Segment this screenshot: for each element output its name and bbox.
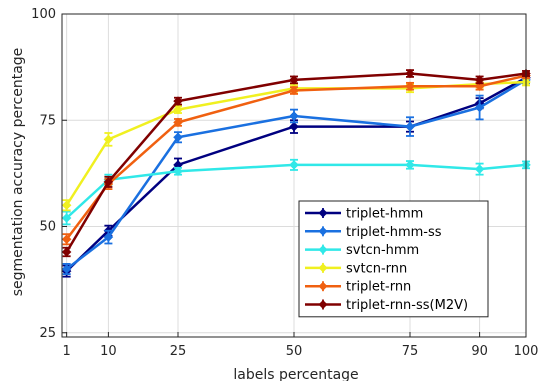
data-point — [474, 75, 485, 85]
x-tick-label: 90 — [471, 344, 488, 359]
legend-marker — [318, 226, 328, 236]
data-point — [173, 166, 183, 177]
x-tick-label: 50 — [286, 344, 303, 359]
series-triplet-rnn-ss(M2V) — [61, 68, 531, 258]
legend-item: svtcn-rnn — [305, 261, 407, 276]
legend-marker — [318, 245, 328, 255]
x-tick-label: 10 — [100, 344, 117, 359]
legend-box — [298, 200, 489, 318]
data-point — [474, 164, 485, 174]
data-point — [61, 200, 72, 211]
data-point — [289, 85, 299, 96]
data-point — [405, 121, 415, 132]
x-axis-title: labels percentage — [233, 367, 358, 381]
x-tick-label: 1 — [62, 344, 70, 359]
y-tick-label: 25 — [39, 326, 56, 341]
data-point — [289, 111, 299, 121]
x-tick-label: 75 — [402, 344, 419, 359]
data-point — [103, 134, 114, 145]
legend: triplet-hmm triplet-hmm-ss svtcn-hmm svtcn-… — [298, 200, 489, 318]
data-point — [61, 234, 72, 245]
legend-item: triplet-hmm — [305, 207, 423, 222]
data-point — [289, 121, 299, 132]
data-point — [61, 247, 72, 257]
data-point — [173, 96, 183, 106]
legend-item: svtcn-hmm — [305, 243, 419, 258]
legend-marker — [318, 263, 328, 273]
series-triplet-hmm-ss — [61, 75, 531, 276]
legend-label: triplet-hmm — [346, 207, 423, 222]
ticks: 1 10 25 50 75 90 100 25 50 75 100 — [31, 7, 538, 359]
data-point — [173, 117, 183, 128]
legend-label: svtcn-hmm — [346, 243, 419, 258]
y-tick-label: 50 — [39, 220, 56, 235]
legend-marker — [318, 208, 328, 218]
data-point — [103, 177, 114, 187]
data-point — [61, 264, 72, 274]
data-point — [173, 132, 183, 143]
data-point — [405, 160, 415, 170]
x-tick-label: 100 — [514, 344, 538, 359]
x-tick-label: 25 — [170, 344, 187, 359]
data-point — [474, 102, 485, 113]
y-tick-label: 75 — [39, 113, 56, 128]
data-point — [289, 160, 299, 170]
legend-marker — [318, 300, 328, 309]
legend-label: triplet-hmm-ss — [346, 225, 442, 240]
legend-label: triplet-rnn — [346, 280, 411, 295]
data-point — [289, 75, 299, 85]
data-point — [61, 213, 72, 223]
y-axis-title: segmentation accuracy percentage — [10, 48, 26, 297]
legend-item: triplet-rnn-ss(M2V) — [305, 298, 468, 313]
series-layer — [61, 68, 531, 278]
data-point — [405, 68, 415, 79]
legend-label: svtcn-rnn — [346, 261, 407, 276]
y-tick-label: 100 — [31, 7, 56, 22]
legend-marker — [318, 281, 328, 291]
data-point — [103, 232, 114, 242]
data-point — [173, 104, 183, 115]
legend-item: triplet-hmm-ss — [305, 225, 442, 240]
data-point — [405, 81, 415, 92]
legend-label: triplet-rnn-ss(M2V) — [346, 298, 468, 313]
legend-item: triplet-rnn — [305, 280, 411, 295]
